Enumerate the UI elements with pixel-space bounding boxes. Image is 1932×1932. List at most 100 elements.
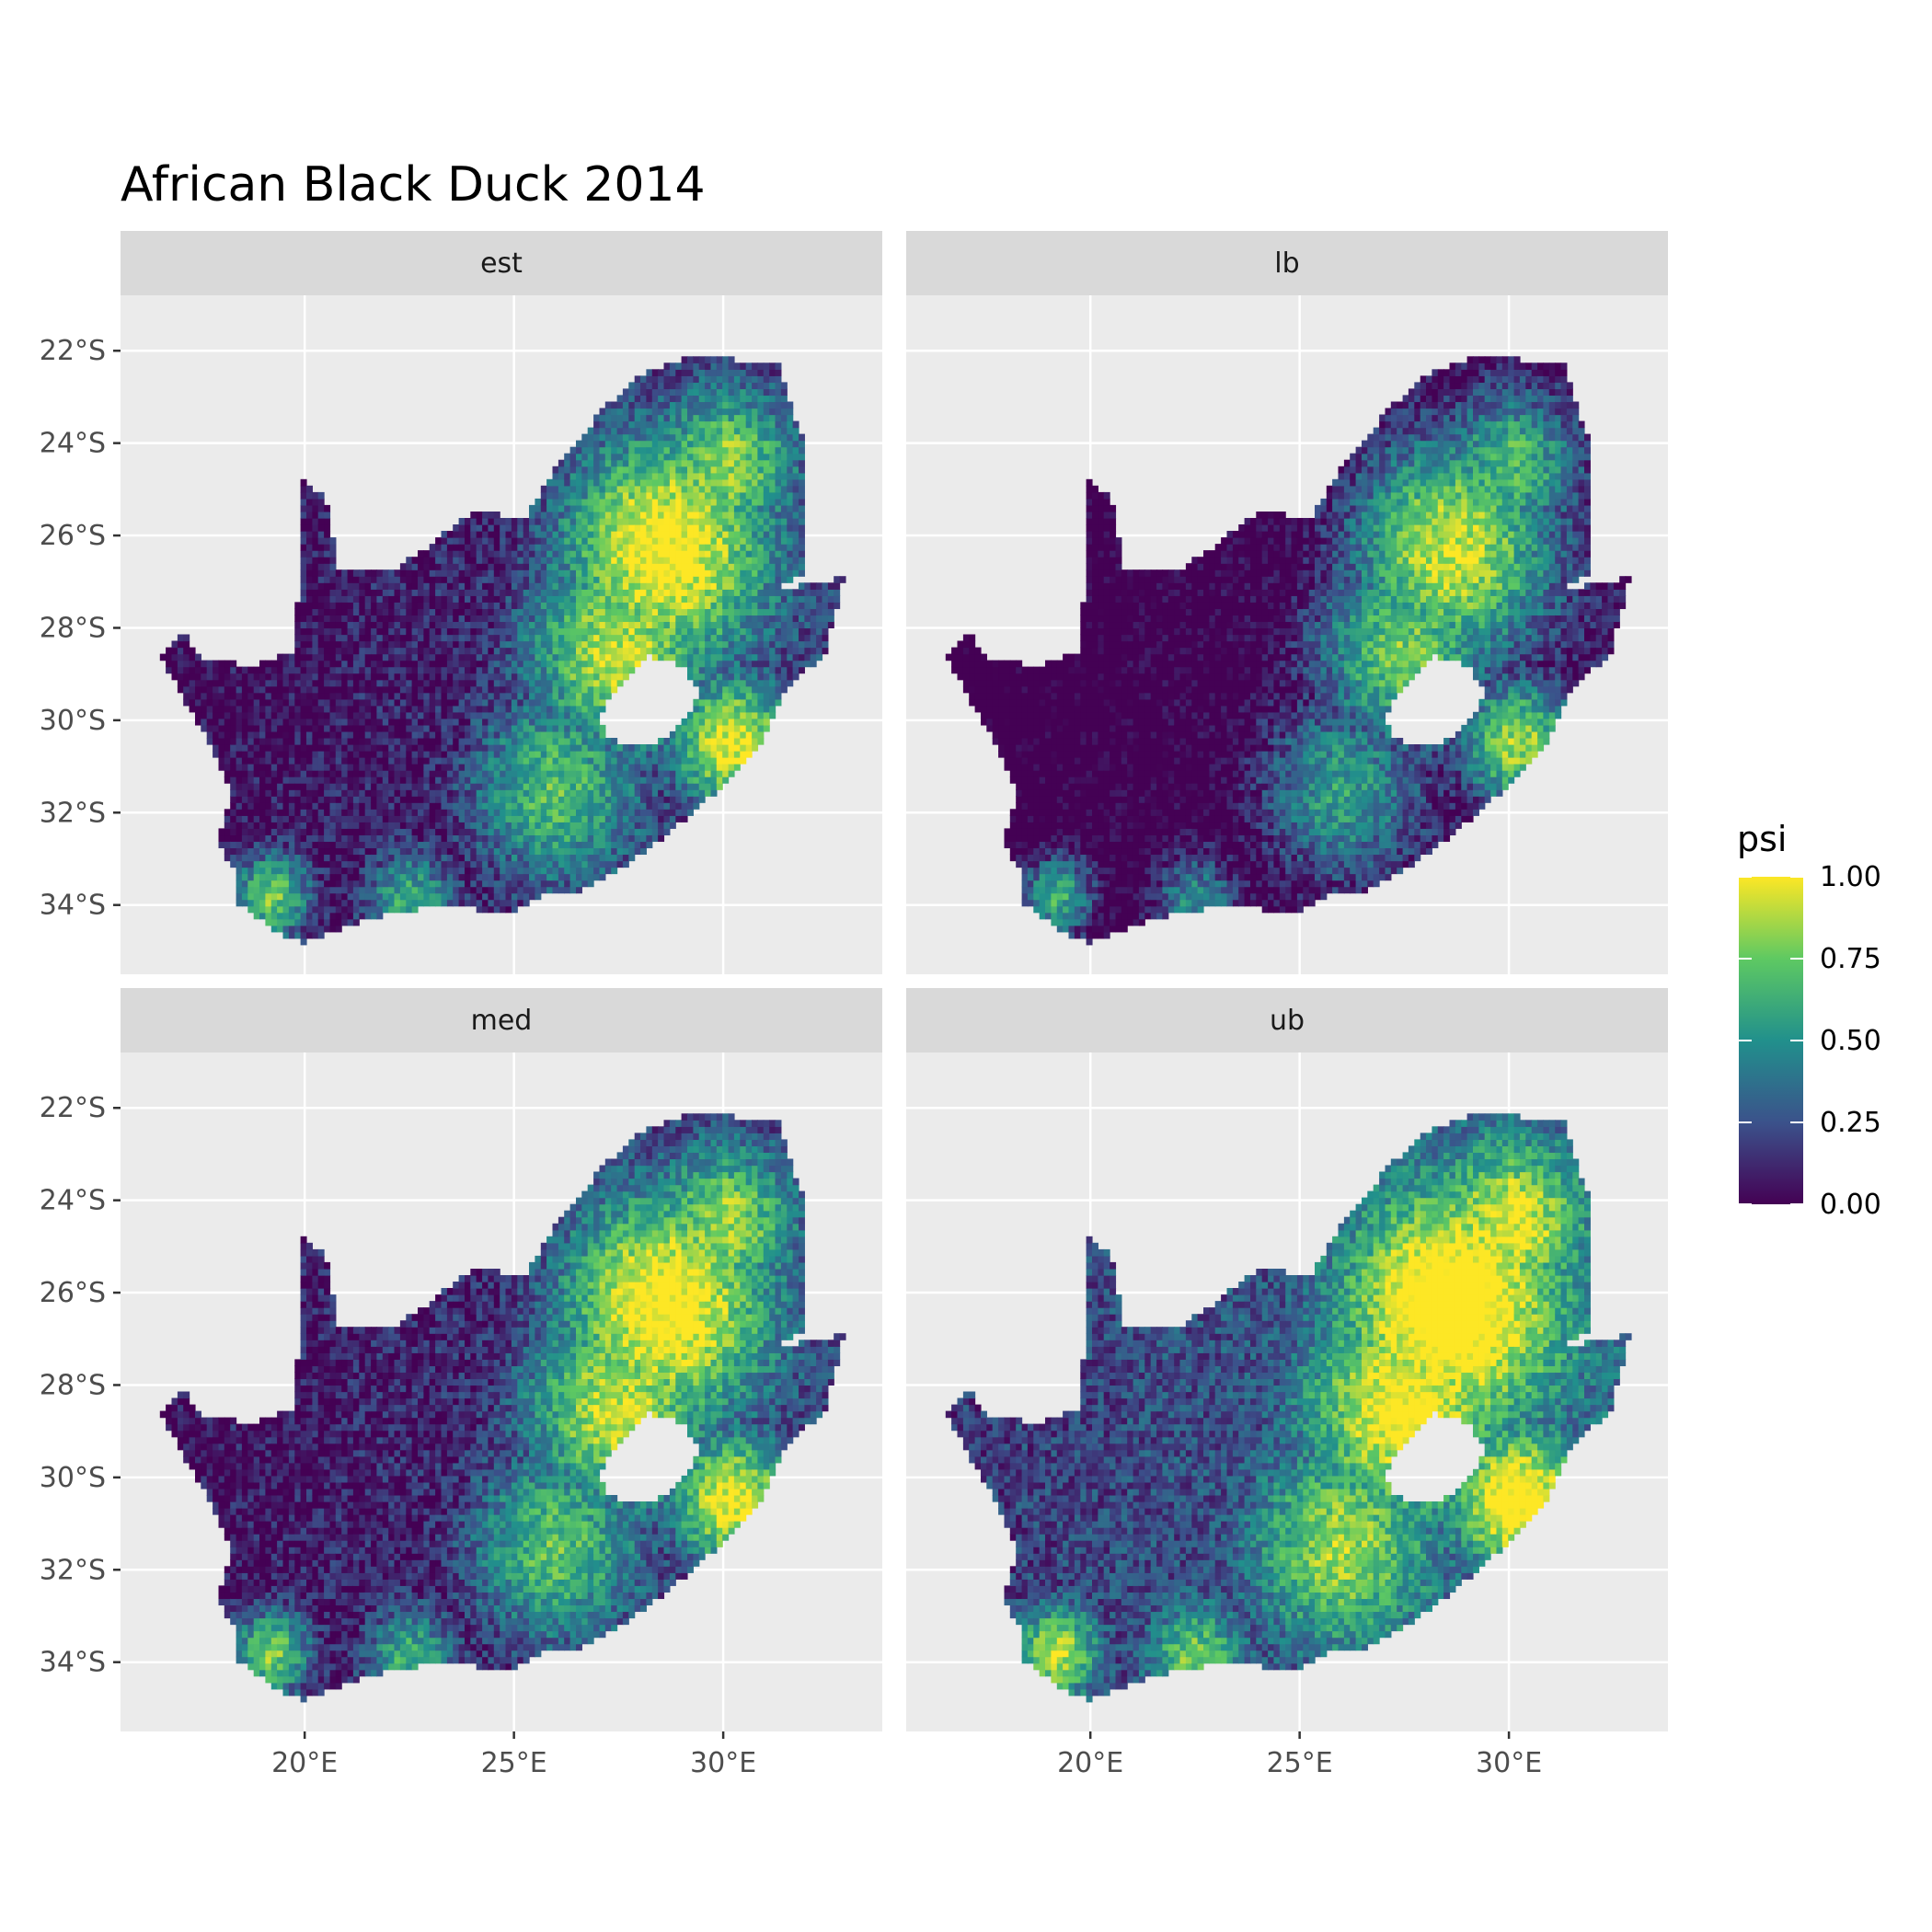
raster-cell xyxy=(400,621,407,628)
raster-cell xyxy=(541,576,547,583)
raster-cell xyxy=(412,855,419,862)
raster-cell xyxy=(699,576,706,583)
raster-cell xyxy=(664,499,671,506)
raster-cell xyxy=(412,673,419,681)
raster-cell xyxy=(365,847,372,855)
raster-cell xyxy=(435,706,442,713)
raster-cell xyxy=(435,815,442,822)
raster-cell xyxy=(535,661,541,668)
raster-cell xyxy=(318,809,325,816)
raster-cell xyxy=(430,661,436,668)
raster-cell xyxy=(330,744,337,752)
raster-cell xyxy=(294,635,301,642)
raster-cell xyxy=(453,776,459,784)
raster-cell xyxy=(376,635,383,642)
raster-cell xyxy=(400,712,407,719)
raster-cell xyxy=(283,667,290,674)
raster-cell xyxy=(628,544,635,551)
raster-cell xyxy=(341,874,348,881)
raster-cell xyxy=(289,680,295,687)
raster-cell xyxy=(558,524,565,532)
raster-cell xyxy=(453,680,459,687)
raster-cell xyxy=(570,868,577,875)
raster-cell xyxy=(546,789,553,797)
raster-cell xyxy=(348,796,354,803)
raster-cell xyxy=(306,868,313,875)
raster-cell xyxy=(294,641,301,649)
raster-cell xyxy=(664,369,671,376)
raster-cell xyxy=(336,576,342,583)
raster-cell xyxy=(371,628,377,636)
raster-cell xyxy=(283,893,290,901)
raster-cell xyxy=(500,719,506,726)
raster-cell xyxy=(430,855,436,862)
raster-cell xyxy=(581,834,588,842)
raster-cell xyxy=(306,544,313,551)
raster-cell xyxy=(506,699,512,707)
raster-cell xyxy=(254,815,260,822)
raster-cell xyxy=(628,628,635,636)
raster-cell xyxy=(395,712,401,719)
raster-cell xyxy=(494,712,500,719)
raster-cell xyxy=(359,641,365,649)
raster-cell xyxy=(512,537,518,545)
raster-cell xyxy=(682,648,688,655)
raster-cell xyxy=(512,861,518,868)
raster-cell xyxy=(623,815,629,822)
raster-cell xyxy=(652,770,659,777)
raster-cell xyxy=(306,686,313,694)
raster-cell xyxy=(675,486,682,493)
raster-cell xyxy=(219,841,225,848)
raster-cell xyxy=(658,744,664,752)
raster-cell xyxy=(383,686,389,694)
raster-cell xyxy=(488,855,494,862)
raster-cell xyxy=(535,719,541,726)
raster-cell xyxy=(600,602,606,609)
raster-cell xyxy=(312,757,318,765)
raster-cell xyxy=(581,847,588,855)
raster-cell xyxy=(388,589,395,596)
raster-cell xyxy=(306,822,313,829)
raster-cell xyxy=(336,919,342,926)
raster-cell xyxy=(301,699,307,707)
raster-cell xyxy=(312,569,318,577)
raster-cell xyxy=(259,893,266,901)
raster-cell xyxy=(628,641,635,649)
raster-cell xyxy=(301,861,307,868)
raster-cell xyxy=(330,569,337,577)
raster-cell xyxy=(699,628,706,636)
raster-cell xyxy=(447,661,454,668)
raster-cell xyxy=(640,615,647,622)
raster-cell xyxy=(254,744,260,752)
raster-cell xyxy=(201,725,207,732)
raster-cell xyxy=(693,654,699,661)
raster-cell xyxy=(470,847,477,855)
raster-cell xyxy=(506,686,512,694)
raster-cell xyxy=(588,635,594,642)
raster-cell xyxy=(259,900,266,907)
raster-cell xyxy=(600,834,606,842)
raster-cell xyxy=(687,402,694,409)
raster-cell xyxy=(254,770,260,777)
raster-cell xyxy=(581,486,588,493)
raster-cell xyxy=(265,861,271,868)
raster-cell xyxy=(359,861,365,868)
raster-cell xyxy=(576,544,582,551)
raster-cell xyxy=(470,544,477,551)
raster-cell xyxy=(482,569,489,577)
raster-cell xyxy=(635,492,641,500)
raster-cell xyxy=(570,706,577,713)
raster-cell xyxy=(242,712,248,719)
raster-cell xyxy=(201,667,207,674)
raster-cell xyxy=(447,900,454,907)
raster-cell xyxy=(412,608,419,615)
raster-cell xyxy=(330,900,337,907)
raster-cell xyxy=(395,809,401,816)
raster-cell xyxy=(617,518,624,525)
raster-cell xyxy=(470,693,477,700)
raster-cell xyxy=(652,557,659,564)
raster-cell xyxy=(558,537,565,545)
raster-cell xyxy=(693,569,699,577)
raster-cell xyxy=(664,828,671,835)
raster-cell xyxy=(611,615,617,622)
